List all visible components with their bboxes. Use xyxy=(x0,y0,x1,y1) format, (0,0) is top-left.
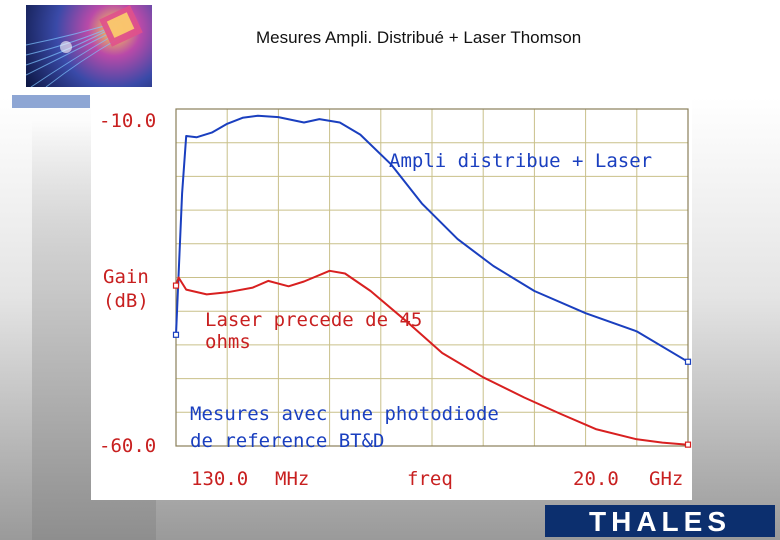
series-0-marker-start xyxy=(172,331,180,338)
chart-series-layer xyxy=(172,114,692,448)
series-line-1 xyxy=(175,269,689,446)
x-tick-start-value: 130.0 xyxy=(191,468,248,490)
measurement-note-line-1: Mesures avec une photodiode xyxy=(190,403,499,425)
x-tick-end-value: 20.0 xyxy=(573,468,619,490)
accent-strip xyxy=(12,95,90,108)
y-tick-label-bottom: -60.0 xyxy=(99,435,156,457)
measurement-note-line-2: de reference BT&D xyxy=(190,430,384,452)
thales-logo-text: THALES xyxy=(589,506,731,537)
red-series-annotation-line-1: Laser precede de 45 xyxy=(205,309,422,331)
series-1-marker-start xyxy=(172,282,180,289)
blue-series-annotation: Ampli distribue + Laser xyxy=(389,150,652,172)
series-line-0 xyxy=(175,114,689,363)
series-0-marker-end xyxy=(684,358,692,365)
x-tick-start-unit: MHz xyxy=(275,468,309,490)
optical-fiber-image xyxy=(26,5,152,87)
chart-svg: -10.0 -60.0 Gain (dB) 130.0 MHz freq 20.… xyxy=(99,108,692,490)
y-axis-label-line-1: Gain xyxy=(103,266,149,288)
network-analyzer-plot: -10.0 -60.0 Gain (dB) 130.0 MHz freq 20.… xyxy=(91,95,692,500)
x-axis-label: freq xyxy=(407,468,453,490)
series-1-marker-end xyxy=(684,441,692,448)
y-axis-label-line-2: (dB) xyxy=(103,290,149,312)
red-series-annotation-line-2: ohms xyxy=(205,331,251,353)
y-tick-label-top: -10.0 xyxy=(99,110,156,132)
x-tick-end-unit: GHz xyxy=(649,468,683,490)
plot-frame xyxy=(175,108,689,447)
page-title: Mesures Ampli. Distribué + Laser Thomson xyxy=(256,28,582,47)
thales-logo: THALES xyxy=(545,505,775,537)
